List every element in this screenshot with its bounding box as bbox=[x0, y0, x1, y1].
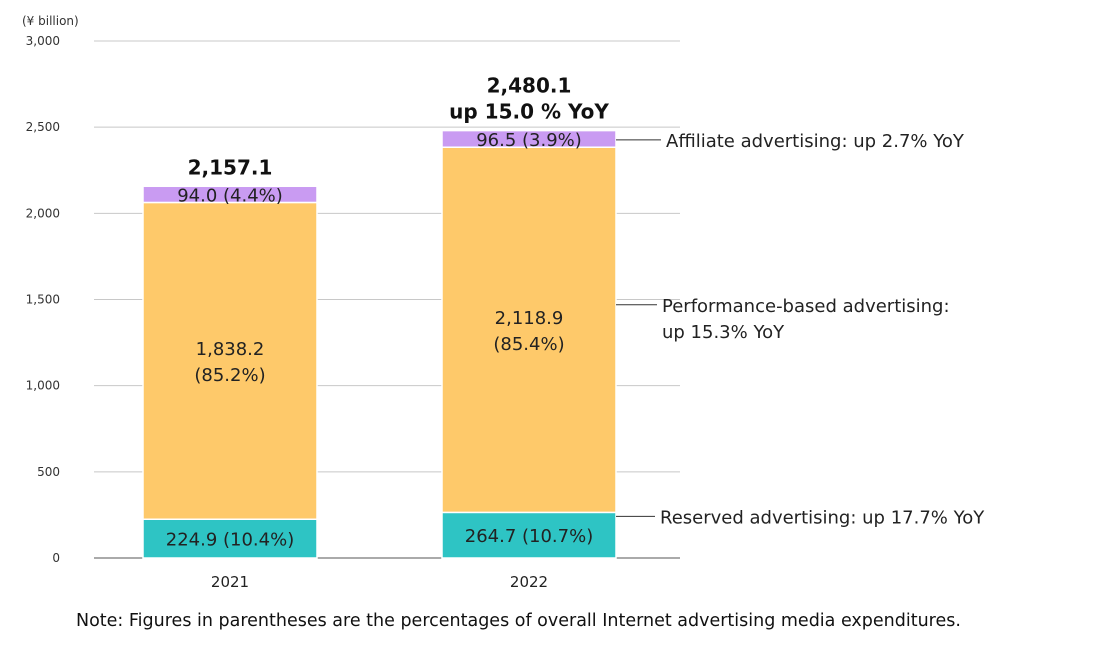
y-tick-label: 2,500 bbox=[26, 120, 60, 134]
data-label-performance-2022: 2,118.9 bbox=[495, 308, 564, 329]
data-label-affiliate-2022: 96.5 (3.9%) bbox=[476, 130, 582, 151]
data-label-performance-2021: (85.2%) bbox=[194, 365, 265, 386]
bar-affiliate-2022 bbox=[441, 129, 617, 148]
legend-label-performance: Performance-based advertising: bbox=[662, 296, 950, 317]
data-label-performance-2022: (85.4%) bbox=[493, 334, 564, 355]
x-tick-label: 2021 bbox=[211, 573, 249, 591]
chart-note: Note: Figures in parentheses are the per… bbox=[76, 611, 961, 631]
y-tick-label: 1,000 bbox=[26, 379, 60, 393]
legend-label-reserved: Reserved advertising: up 17.7% YoY bbox=[660, 507, 985, 528]
y-tick-label: 500 bbox=[37, 465, 60, 479]
total-label-2021: 2,157.1 bbox=[188, 155, 273, 179]
y-tick-label: 0 bbox=[52, 551, 60, 565]
stacked-bar-chart: (¥ billion) 0 500 1,000 1,500 2,000 2,500 3,000… bbox=[22, 14, 985, 591]
total-label-2022: 2,480.1 bbox=[487, 74, 572, 98]
bar-performance-2021 bbox=[142, 201, 318, 520]
bar-reserved-2022 bbox=[441, 511, 617, 559]
y-tick-label: 3,000 bbox=[26, 34, 60, 48]
legend-label-performance: up 15.3% YoY bbox=[662, 322, 785, 343]
y-tick-label: 1,500 bbox=[26, 293, 60, 307]
x-tick-label: 2022 bbox=[510, 573, 548, 591]
data-label-reserved-2021: 224.9 (10.4%) bbox=[166, 530, 294, 551]
data-label-reserved-2022: 264.7 (10.7%) bbox=[465, 526, 593, 547]
data-label-performance-2021: 1,838.2 bbox=[196, 339, 265, 360]
bar-affiliate-2021 bbox=[142, 185, 318, 204]
bar-performance-2022 bbox=[441, 146, 617, 514]
bar-reserved-2021 bbox=[142, 518, 318, 559]
data-label-affiliate-2021: 94.0 (4.4%) bbox=[177, 185, 283, 206]
y-tick-label: 2,000 bbox=[26, 206, 60, 220]
legend-label-affiliate: Affiliate advertising: up 2.7% YoY bbox=[666, 131, 965, 152]
y-axis-unit-label: (¥ billion) bbox=[22, 14, 79, 28]
total-label-2022: up 15.0 % YoY bbox=[449, 100, 609, 124]
